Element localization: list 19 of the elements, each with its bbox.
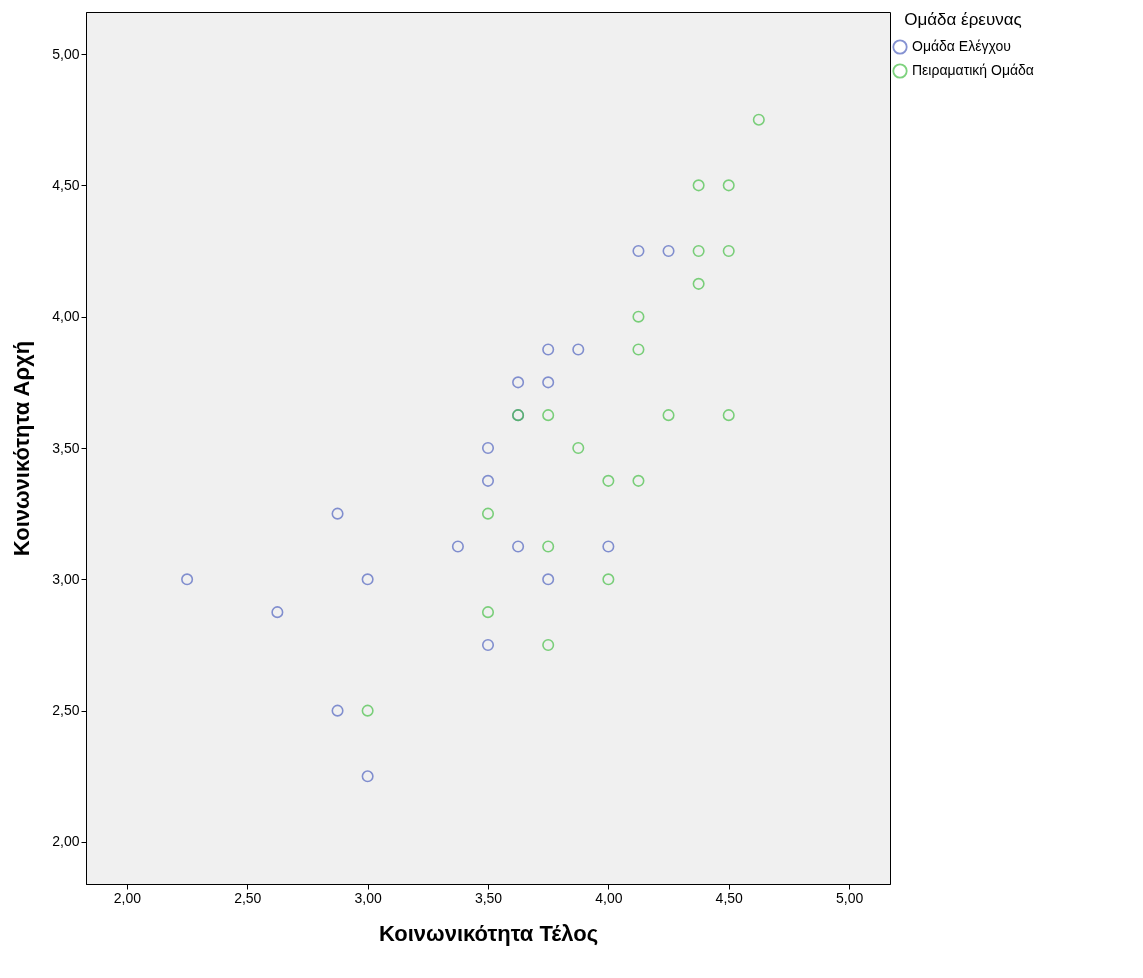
- x-tick-label: 3,00: [354, 889, 382, 906]
- x-tick-label: 4,00: [595, 889, 623, 906]
- legend-title: Ομάδα έρευνας: [904, 10, 1022, 29]
- x-tick-label: 5,00: [835, 889, 864, 906]
- y-tick-label: 2,50: [52, 702, 80, 719]
- x-tick-label: 3,50: [474, 889, 503, 906]
- y-tick-label: 4,50: [52, 176, 80, 193]
- x-tick-label: 4,50: [715, 889, 744, 906]
- y-tick-label: 3,00: [52, 570, 80, 587]
- legend-label: Ομάδα Ελέγχου: [912, 38, 1011, 54]
- legend-label: Πειραματική Ομάδα: [912, 62, 1034, 78]
- x-tick-label: 2,00: [113, 889, 142, 906]
- x-axis-title: Κοινωνικότητα Τέλος: [378, 920, 599, 946]
- x-tick-label: 2,50: [234, 889, 262, 906]
- y-tick-label: 5,00: [52, 45, 80, 62]
- y-tick-label: 4,00: [52, 308, 80, 325]
- y-tick-label: 3,50: [52, 439, 80, 456]
- y-tick-label: 2,00: [52, 833, 80, 850]
- y-axis-title: Κοινωνικότητα Αρχή: [9, 340, 35, 557]
